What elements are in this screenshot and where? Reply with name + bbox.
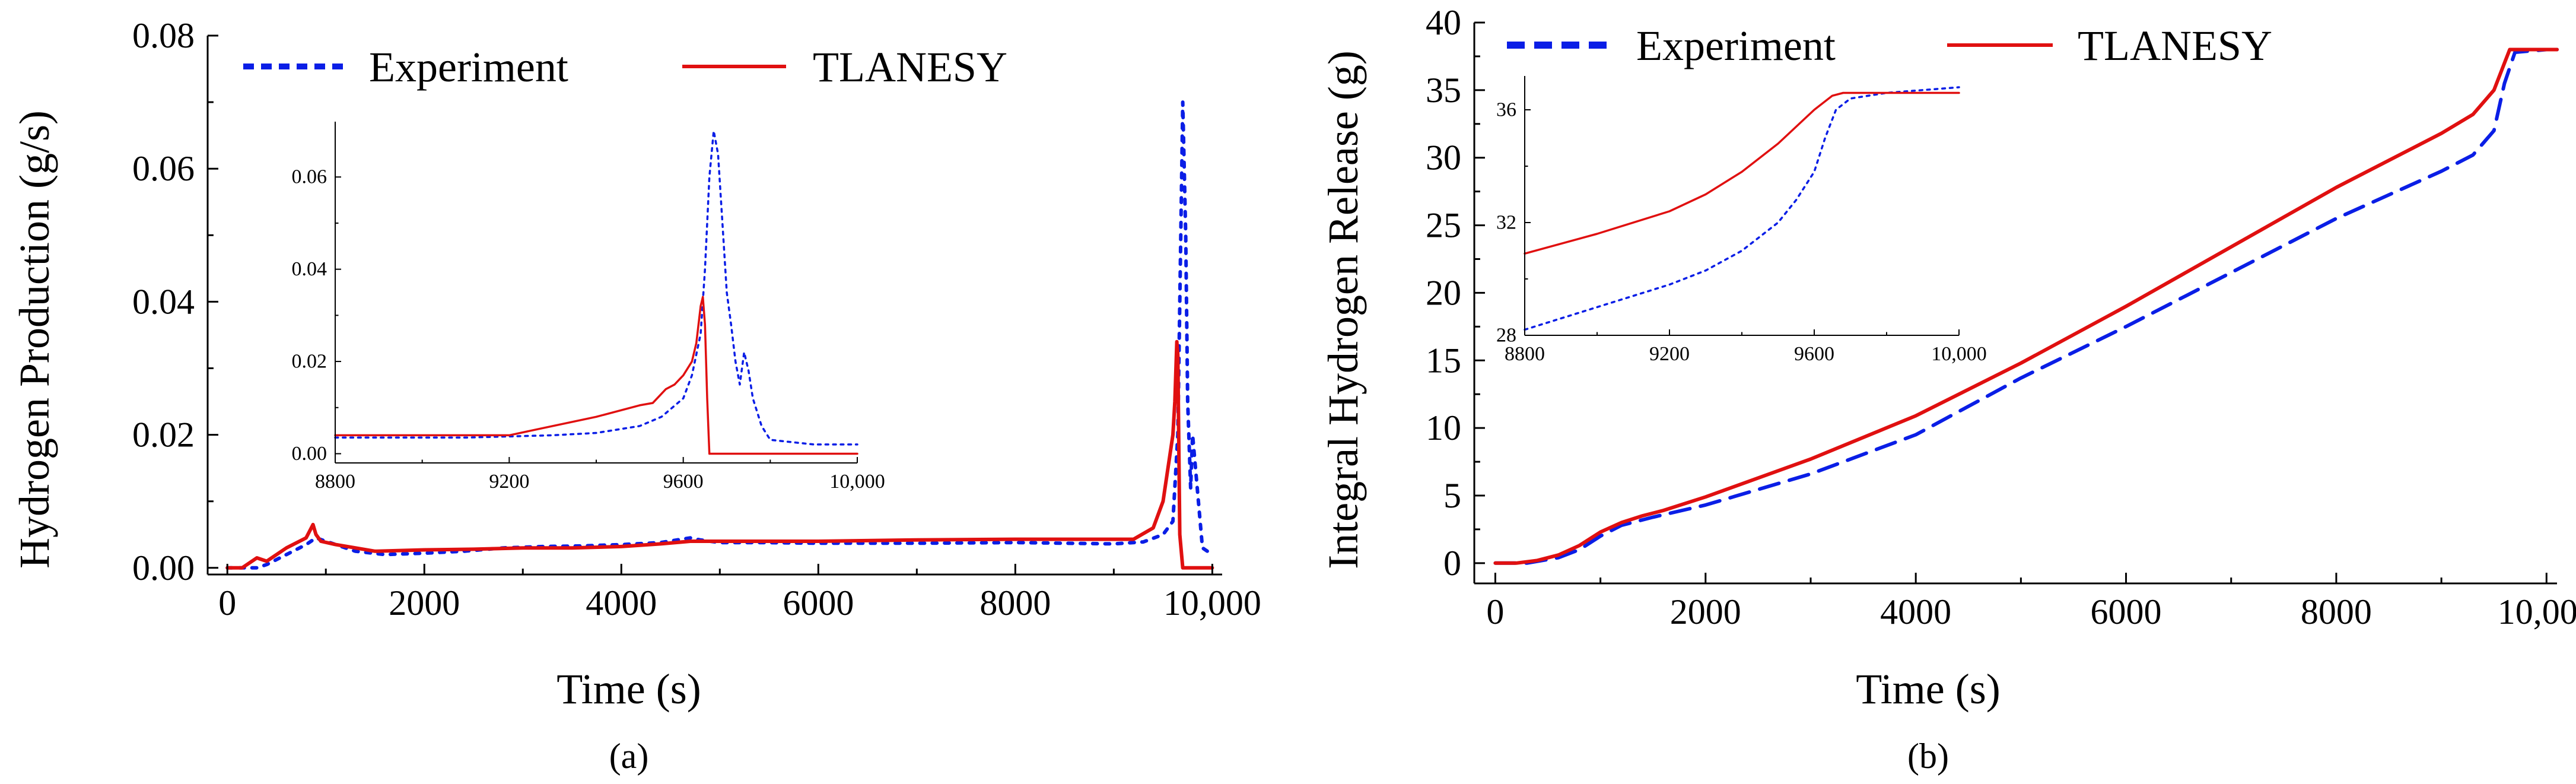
chart-b-y-tick-label: 30	[1426, 138, 1461, 177]
chart-a-series-tlanesy	[225, 339, 1214, 570]
chart-a-inset-y-tick-label: 0.04	[292, 258, 327, 280]
chart-b-inset: 8800 9200 9600 10,000 28 32 36	[1496, 76, 1987, 365]
chart-b-x-tick-label: 10,000	[2498, 592, 2576, 631]
chart-b-y-tick-label: 25	[1426, 206, 1461, 245]
chart-b-y-tick-label: 35	[1426, 71, 1461, 110]
chart-b-x-tick-label: 6000	[2091, 592, 2162, 631]
chart-b-y-tick-label: 0	[1443, 544, 1461, 583]
chart-b-inset-series-tlanesy	[1524, 91, 1960, 255]
chart-a-axes: 0 2000 4000 6000 8000 10,000 0.00 0.02 0.04 0.06 0…	[132, 16, 1261, 623]
chart-b-inset-y-tick-label: 32	[1496, 212, 1516, 234]
chart-a-y-tick-label: 0.08	[132, 16, 195, 55]
chart-a-x-tick-label: 4000	[586, 583, 657, 623]
chart-a-x-tick-label: 6000	[783, 583, 854, 623]
legend-tlanesy-label: TLANESY	[813, 43, 1007, 91]
chart-b-y-label: Integral Hydrogen Release (g)	[1319, 50, 1367, 569]
chart-a-y-label: Hydrogen Production (g/s)	[11, 110, 58, 569]
chart-a-inset-x-tick-label: 9600	[663, 471, 704, 493]
chart-a-inset-x-tick-label: 9200	[489, 471, 529, 493]
chart-a-inset-series-tlanesy	[334, 296, 858, 455]
chart-a-y-tick-label: 0.02	[132, 415, 195, 455]
chart-a-x-label: Time (s)	[556, 665, 701, 713]
chart-b-y-tick-label: 20	[1426, 273, 1461, 312]
chart-b-legend: Experiment TLANESY	[1507, 22, 2272, 69]
chart-a-lines	[225, 100, 1214, 570]
chart-b-x-tick-label: 4000	[1880, 592, 1951, 631]
chart-a-y-tick-label: 0.00	[132, 548, 195, 588]
chart-b-series-experiment	[1493, 47, 2559, 565]
chart-a-x-tick-label: 10,000	[1163, 583, 1261, 623]
chart-a-subcaption: (a)	[609, 737, 649, 776]
chart-a-inset-x-tick-label: 8800	[315, 471, 355, 493]
chart-a-inset-y-tick-label: 0.02	[292, 351, 327, 373]
chart-a-inset-y-tick-label: 0.00	[292, 443, 327, 465]
chart-b-y-tick-label: 10	[1426, 408, 1461, 447]
chart-a-inset-background	[335, 122, 857, 463]
chart-b-inset-y-tick-label: 36	[1496, 99, 1516, 121]
chart-b-inset-y-tick-label: 28	[1496, 325, 1516, 347]
chart-a-legend: Experiment TLANESY	[243, 43, 1007, 91]
chart-b-inset-x-tick-label: 9600	[1794, 343, 1834, 365]
chart-b-inset-background	[1525, 76, 1959, 335]
chart-a-inset: 8800 9200 9600 10,000 0.00 0.02 0.04 0.06	[292, 122, 885, 493]
chart-a-x-tick-label: 8000	[979, 583, 1051, 623]
chart-a-y-tick-label: 0.04	[132, 282, 195, 321]
chart-b-inset-x-tick-label: 9200	[1649, 343, 1690, 365]
legend-experiment-label: Experiment	[369, 43, 568, 91]
chart-a-x-tick-label: 0	[218, 583, 236, 623]
chart-b-y-tick-label: 40	[1426, 3, 1461, 42]
chart-a-x-tick-label: 2000	[389, 583, 460, 623]
chart-b-y-tick-label: 5	[1443, 476, 1461, 515]
chart-a-y-tick-label: 0.06	[132, 149, 195, 188]
chart-b-series-tlanesy	[1493, 47, 2559, 565]
chart-b-subcaption: (b)	[1907, 737, 1949, 776]
chart-b-inset-x-tick-label: 10,000	[1931, 343, 1987, 365]
chart-a-inset-x-tick-label: 10,000	[829, 471, 885, 493]
legend-tlanesy-label: TLANESY	[2078, 22, 2272, 69]
legend-experiment-label: Experiment	[1636, 22, 1836, 69]
chart-b-axes: 0 2000 4000 6000 8000 10,000 0 5 10 15 20 25 30 35 40	[1426, 3, 2576, 631]
chart-b-inset-x-tick-label: 8800	[1505, 343, 1545, 365]
chart-a-inset-y-tick-label: 0.06	[292, 166, 327, 188]
chart-b-lines	[1493, 47, 2559, 565]
chart-b: 0200040006000800010,0000510152025303540 …	[1319, 3, 2576, 776]
chart-a: 0 2000 4000 6000 8000 10,000 0.00 0.02 0.04 0.06 0…	[11, 16, 1261, 776]
chart-b-y-tick-label: 15	[1426, 341, 1461, 380]
chart-b-x-tick-label: 0	[1486, 592, 1504, 631]
chart-b-x-label: Time (s)	[1856, 665, 2000, 713]
chart-b-x-tick-label: 8000	[2301, 592, 2372, 631]
chart-b-x-tick-label: 2000	[1670, 592, 1741, 631]
chart-a-inset-series-experiment	[334, 129, 858, 446]
